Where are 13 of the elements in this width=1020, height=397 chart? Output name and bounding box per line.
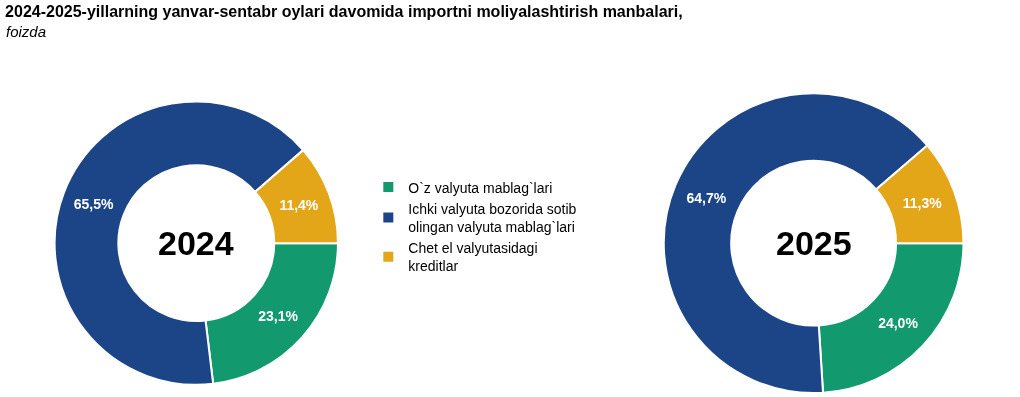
legend-label: Ichki valyuta bozorida sotib olingan valyuta mablag`lari — [408, 200, 577, 235]
data-label: 65,5% — [73, 195, 114, 212]
data-label: 24,0% — [878, 314, 919, 331]
data-label: 11,3% — [902, 194, 943, 211]
legend-label: Chet el valyutasidagi kreditlar — [408, 240, 538, 275]
text: 2024 — [158, 224, 234, 262]
chart-subtitle: foizda — [6, 23, 47, 40]
data-label: 11,4% — [279, 196, 319, 213]
text: 2025 — [776, 224, 852, 262]
data-label: 64,7% — [686, 190, 727, 207]
chart-title: 2024-2025-yillarning yanvar-sentabr oylari davomida importni moliyalashtirish manbalari, — [5, 3, 683, 21]
data-label: 23,1% — [258, 308, 299, 325]
legend-label: O`z valyuta mablag`lari — [408, 179, 553, 196]
